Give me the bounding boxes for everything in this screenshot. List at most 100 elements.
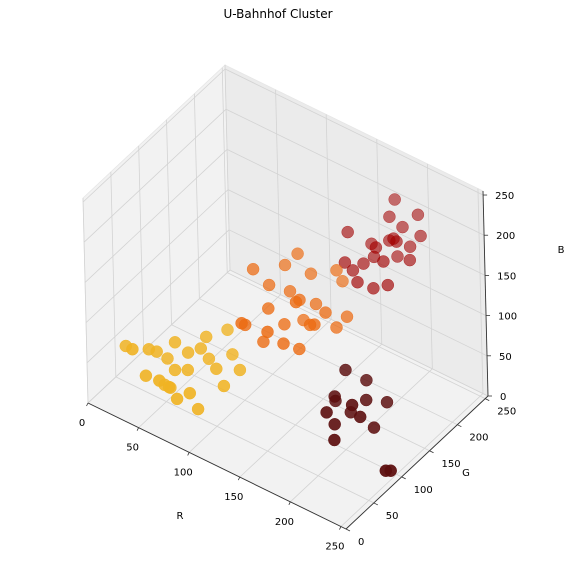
data-point-dark-cluster	[328, 418, 341, 431]
z-tick-label: 100	[498, 312, 517, 323]
data-point-yellow-cluster	[170, 392, 184, 406]
y-tick-label: 150	[442, 459, 461, 470]
data-point-red-cluster	[388, 193, 401, 206]
data-point-orange-cluster	[278, 258, 292, 272]
grid-line-y	[171, 324, 430, 452]
grid-line-x	[188, 319, 332, 453]
data-point-yellow-cluster	[221, 323, 234, 337]
data-point-yellow-cluster	[139, 369, 153, 382]
data-point-red-cluster	[341, 225, 354, 239]
grid-line-y	[221, 67, 228, 273]
data-point-red-cluster	[381, 278, 395, 292]
grid-line-x	[224, 64, 231, 271]
data-point-dark-cluster	[345, 398, 359, 412]
grid-line-z	[87, 269, 231, 404]
y-axis-label: G	[462, 468, 470, 479]
grid-lines	[82, 64, 489, 530]
y-tick-label: 0	[358, 537, 364, 548]
data-point-yellow-cluster	[168, 336, 182, 349]
grid-line-y	[193, 93, 200, 299]
data-point-orange-cluster	[309, 297, 323, 311]
data-point-yellow-cluster	[233, 363, 247, 377]
z-tick-label: 200	[496, 231, 515, 242]
y-tick-label: 100	[414, 485, 433, 496]
data-point-orange-cluster	[330, 321, 343, 334]
grid-line-y	[82, 197, 89, 404]
grid-line-z	[227, 189, 487, 316]
x-tick-label: 0	[79, 418, 85, 429]
grid-line-y	[110, 171, 117, 377]
data-point-orange-cluster	[289, 295, 303, 309]
data-point-red-cluster	[414, 229, 427, 243]
x-tick-label: 200	[275, 517, 294, 528]
data-point-yellow-cluster	[142, 343, 156, 356]
data-point-orange-cluster	[262, 302, 275, 315]
data-point-orange-cluster	[291, 247, 304, 260]
data-point-red-cluster	[403, 253, 417, 267]
data-point-yellow-cluster	[191, 402, 205, 416]
grid-line-x	[239, 343, 383, 478]
data-point-red-cluster	[391, 250, 404, 263]
data-point-yellow-cluster	[199, 330, 213, 344]
data-point-yellow-cluster	[194, 342, 208, 355]
data-point-dark-cluster	[379, 464, 393, 477]
data-point-orange-cluster	[340, 310, 354, 323]
grid-line-x	[290, 368, 433, 503]
data-point-red-cluster	[387, 232, 400, 245]
data-point-red-cluster	[403, 240, 417, 253]
grid-line-z	[85, 189, 229, 323]
y-tick-mark	[401, 476, 406, 480]
z-axis-line	[482, 190, 489, 397]
data-point-orange-cluster	[304, 267, 318, 280]
data-point-orange-cluster	[261, 325, 274, 339]
data-point-orange-cluster	[293, 342, 306, 356]
grid-line-y	[227, 272, 486, 399]
z-axis-label: B	[558, 245, 565, 256]
data-point-yellow-cluster	[226, 348, 239, 361]
x-axis-label: R	[177, 511, 184, 522]
data-point-yellow-cluster	[202, 352, 216, 366]
grid-line-x	[426, 163, 433, 369]
grid-line-z	[83, 108, 227, 243]
tick-labels: 0 50 100 150 200 250 0 50 100 150 200 250 0 50 100 150 2…	[79, 191, 517, 553]
data-point-dark-cluster	[339, 363, 352, 377]
data-point-orange-cluster	[308, 318, 321, 331]
grid-line-y	[115, 376, 375, 504]
data-point-red-cluster	[367, 282, 380, 295]
y-tick-mark	[373, 502, 379, 506]
data-point-yellow-cluster	[181, 346, 195, 359]
x-axis-line	[87, 402, 347, 530]
data-point-red-cluster	[411, 208, 425, 222]
data-point-red-cluster	[357, 257, 370, 270]
data-point-dark-cluster	[380, 395, 394, 409]
x-tick-mark	[288, 501, 291, 506]
y-tick-mark	[485, 398, 490, 401]
data-point-yellow-cluster	[161, 352, 174, 365]
data-points	[119, 193, 427, 477]
data-point-yellow-cluster	[162, 380, 176, 394]
data-point-orange-cluster	[235, 316, 248, 330]
data-point-dark-cluster	[359, 393, 373, 407]
data-point-orange-cluster	[277, 337, 290, 350]
data-point-dark-cluster	[328, 390, 341, 403]
x-tick-mark	[339, 526, 342, 530]
grid-line-y	[166, 119, 172, 325]
y-tick-label: 200	[469, 433, 488, 444]
data-point-yellow-cluster	[181, 363, 195, 377]
data-point-dark-cluster	[320, 406, 333, 419]
x-tick-mark	[136, 427, 139, 431]
data-point-orange-cluster	[319, 306, 332, 319]
grid-line-z	[225, 108, 485, 236]
data-point-dark-cluster	[360, 373, 373, 387]
y-axis-line	[345, 395, 489, 530]
chart-title: U-Bahnhof Cluster	[223, 7, 332, 21]
data-point-red-cluster	[346, 264, 360, 277]
z-tick-label: 50	[499, 352, 512, 363]
data-point-yellow-cluster	[183, 386, 197, 400]
data-point-red-cluster	[338, 256, 352, 269]
y-tick-label: 50	[386, 511, 399, 522]
data-point-orange-cluster	[246, 262, 260, 276]
x-tick-mark	[86, 402, 89, 407]
grid-line-z	[224, 68, 484, 196]
